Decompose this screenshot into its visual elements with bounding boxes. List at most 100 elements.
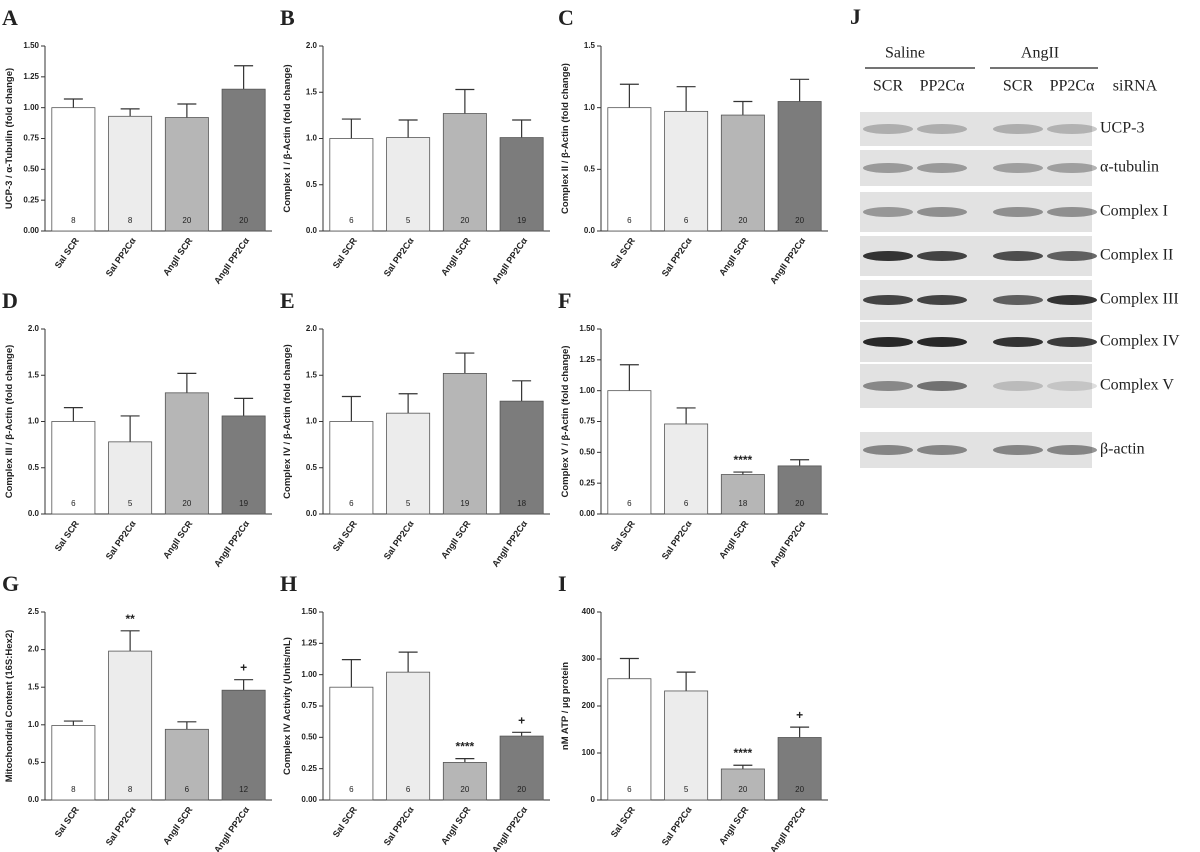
blot-band <box>917 163 967 173</box>
significance: + <box>796 708 803 722</box>
panel-label: H <box>280 571 297 596</box>
n-label: 20 <box>460 785 469 794</box>
blot-band <box>917 381 967 391</box>
bar <box>386 671 431 801</box>
blot-band <box>993 163 1043 173</box>
blot-band <box>917 124 967 134</box>
blot-band <box>993 207 1043 217</box>
x-tick-label: AngII SCR <box>161 518 195 560</box>
y-tick-label: 0.0 <box>28 509 40 518</box>
bar <box>329 421 374 515</box>
blot-band <box>863 163 913 173</box>
x-tick-label: Sal PP2Cα <box>382 518 416 561</box>
x-tick-label: Sal SCR <box>331 518 360 553</box>
bar <box>51 107 96 232</box>
bar <box>108 441 153 515</box>
row-label: β-actin <box>1100 441 1145 458</box>
x-tick-label: AngII PP2Cα <box>490 518 529 568</box>
blot-strip <box>860 364 1092 408</box>
x-tick-label: AngII SCR <box>161 235 195 277</box>
y-tick-label: 0.00 <box>23 226 39 235</box>
y-axis-label: Complex IV / β-Actin (fold change) <box>282 344 293 499</box>
y-tick-label: 0 <box>591 795 596 804</box>
panel-label: C <box>558 5 574 30</box>
y-tick-label: 0.0 <box>28 795 40 804</box>
x-tick-label: AngII SCR <box>439 804 473 846</box>
bar <box>664 423 709 515</box>
x-tick-label: AngII SCR <box>717 804 751 846</box>
y-tick-label: 1.25 <box>23 72 39 81</box>
bar <box>499 400 544 515</box>
n-label: 6 <box>406 785 411 794</box>
y-tick-label: 0.75 <box>23 134 39 143</box>
n-label: 20 <box>182 499 191 508</box>
y-tick-label: 1.25 <box>579 355 595 364</box>
panel-label: F <box>558 288 571 313</box>
bar <box>720 474 765 515</box>
blot-band <box>1047 124 1097 134</box>
row-label: Complex V <box>1100 377 1174 394</box>
n-label: 8 <box>71 216 76 225</box>
y-tick-label: 0.00 <box>301 795 317 804</box>
bar <box>442 762 487 801</box>
blot-band <box>993 251 1043 261</box>
y-tick-label: 0.5 <box>28 463 40 472</box>
n-label: 20 <box>795 785 804 794</box>
x-tick-label: Sal SCR <box>53 804 82 839</box>
y-tick-label: 1.5 <box>306 370 318 379</box>
n-label: 18 <box>738 499 747 508</box>
blot-strip <box>860 192 1092 232</box>
y-tick-label: 0.00 <box>579 509 595 518</box>
n-label: 6 <box>349 785 354 794</box>
blot-band <box>993 295 1043 305</box>
n-label: 20 <box>795 499 804 508</box>
bar <box>329 686 374 801</box>
blot-band <box>1047 163 1097 173</box>
bar <box>664 690 709 801</box>
x-tick-label: AngII SCR <box>161 804 195 846</box>
significance: **** <box>734 746 753 760</box>
x-tick-label: AngII PP2Cα <box>768 804 807 852</box>
x-tick-label: Sal PP2Cα <box>660 804 694 847</box>
n-label: 20 <box>738 216 747 225</box>
panel-label: A <box>2 5 18 30</box>
lane-label: PP2Cα <box>1050 78 1095 95</box>
n-label: 6 <box>71 499 76 508</box>
y-tick-label: 0.0 <box>306 226 318 235</box>
x-tick-label: AngII PP2Cα <box>212 235 251 285</box>
n-label: 5 <box>406 216 411 225</box>
bar <box>607 390 652 515</box>
panel-label: J <box>850 4 861 29</box>
row-label: Complex III <box>1100 291 1179 308</box>
blot-band <box>993 381 1043 391</box>
blot-band <box>1047 295 1097 305</box>
y-axis-label: Complex I / β-Actin (fold change) <box>282 64 293 212</box>
significance: **** <box>456 740 475 754</box>
bar <box>386 137 431 232</box>
n-label: 6 <box>684 216 689 225</box>
x-tick-label: Sal PP2Cα <box>104 518 138 561</box>
n-label: 20 <box>460 216 469 225</box>
x-tick-label: Sal PP2Cα <box>104 235 138 278</box>
blot-band <box>1047 381 1097 391</box>
n-label: 18 <box>517 499 526 508</box>
y-axis-label: Complex V / β-Actin (fold change) <box>560 346 571 498</box>
n-label: 6 <box>627 216 632 225</box>
n-label: 5 <box>128 499 133 508</box>
y-tick-label: 1.5 <box>584 41 596 50</box>
y-tick-label: 0.5 <box>306 180 318 189</box>
y-tick-label: 0.5 <box>28 758 40 767</box>
y-tick-label: 2.0 <box>306 41 318 50</box>
row-label: UCP-3 <box>1100 120 1144 137</box>
y-tick-label: 0.50 <box>23 164 39 173</box>
y-tick-label: 200 <box>582 701 596 710</box>
blot-strip <box>860 432 1092 468</box>
x-tick-label: AngII PP2Cα <box>212 804 251 852</box>
x-tick-label: AngII PP2Cα <box>490 235 529 285</box>
blot-band <box>917 251 967 261</box>
bar <box>51 421 96 515</box>
y-tick-label: 0.75 <box>579 417 595 426</box>
group-label: Saline <box>885 45 925 62</box>
y-tick-label: 1.00 <box>579 386 595 395</box>
x-tick-label: Sal SCR <box>609 804 638 839</box>
